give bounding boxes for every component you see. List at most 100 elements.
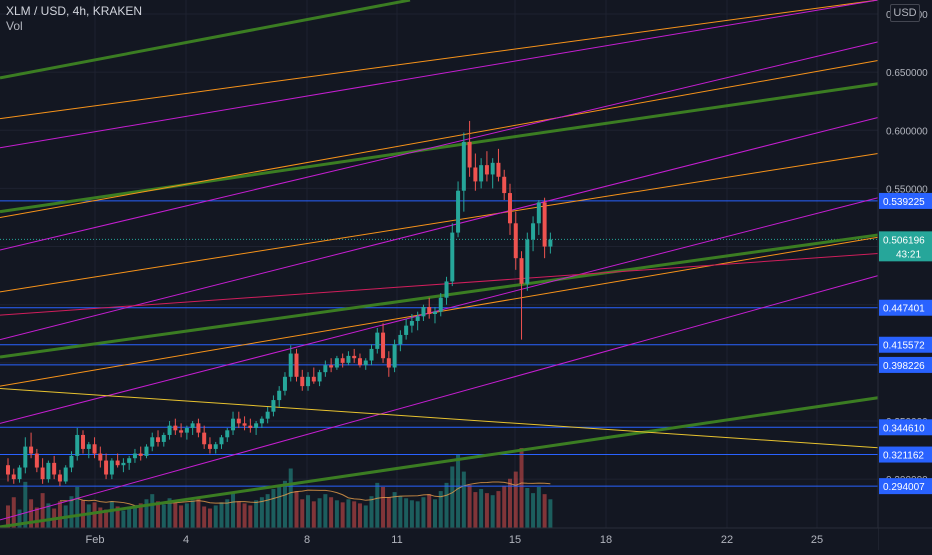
candle-body bbox=[311, 376, 316, 382]
candle-body bbox=[190, 423, 195, 428]
price-tick-label: 0.550000 bbox=[886, 184, 928, 195]
time-tick-label: 4 bbox=[183, 534, 189, 546]
current-price-tag bbox=[879, 231, 932, 262]
volume-bar bbox=[40, 493, 45, 528]
candle-body bbox=[254, 423, 259, 428]
volume-bar bbox=[277, 485, 282, 528]
candle-body bbox=[46, 462, 51, 480]
candle-body bbox=[196, 423, 201, 433]
volume-bar bbox=[334, 500, 339, 528]
candle-body bbox=[121, 462, 126, 466]
volume-bar bbox=[231, 492, 236, 528]
volume-bar bbox=[438, 491, 443, 528]
candle-body bbox=[306, 376, 311, 387]
volume-bar bbox=[306, 495, 311, 528]
volume-bar bbox=[69, 496, 74, 528]
candle-body bbox=[242, 423, 247, 426]
countdown-label: 43:21 bbox=[896, 249, 921, 260]
volume-bar bbox=[98, 507, 103, 528]
volume-bar bbox=[352, 501, 357, 528]
candle-body bbox=[115, 460, 120, 466]
price-level-tag-label: 0.321162 bbox=[883, 451, 924, 462]
price-axis: 0.7000000.6500000.6000000.5500000.500000… bbox=[877, 0, 932, 550]
candle-body bbox=[213, 444, 218, 449]
candle-body bbox=[57, 474, 62, 482]
volume-bar bbox=[496, 491, 501, 528]
volume-bar bbox=[381, 486, 386, 528]
candle-body bbox=[259, 418, 264, 424]
candle-body bbox=[11, 474, 16, 480]
candle-body bbox=[386, 358, 391, 368]
candle-body bbox=[381, 332, 386, 359]
volume-bar bbox=[184, 503, 189, 528]
candle-body bbox=[300, 376, 305, 387]
volume-bar bbox=[75, 486, 80, 528]
volume-bar bbox=[196, 497, 201, 528]
magenta-trendline bbox=[0, 41, 879, 251]
orange-trendline bbox=[0, 0, 879, 120]
volume-bar bbox=[248, 505, 253, 528]
volume-bar bbox=[259, 497, 264, 528]
candle-body bbox=[127, 458, 132, 463]
candle-body bbox=[150, 437, 155, 447]
chart-legend: XLM / USD, 4h, KRAKEN Vol bbox=[6, 4, 142, 34]
volume-bar bbox=[542, 494, 547, 528]
volume-bar bbox=[161, 504, 166, 528]
time-tick-label: Feb bbox=[86, 534, 105, 546]
green-trendline bbox=[0, 82, 879, 214]
candle-body bbox=[467, 141, 472, 168]
candle-body bbox=[184, 427, 189, 433]
candle-body bbox=[92, 444, 97, 454]
candle-body bbox=[248, 425, 253, 428]
candle-body bbox=[369, 348, 374, 361]
volume-bar bbox=[202, 506, 207, 528]
volume-bar bbox=[294, 491, 299, 528]
symbol-title: XLM / USD, 4h, KRAKEN bbox=[6, 4, 143, 18]
candle-body bbox=[375, 332, 380, 349]
volume-bar bbox=[519, 448, 524, 528]
candle-body bbox=[236, 418, 241, 424]
volume-bar bbox=[179, 505, 184, 528]
volume-bar bbox=[525, 488, 530, 528]
volume-bar bbox=[323, 494, 328, 528]
volume-bar bbox=[104, 509, 109, 528]
candle-body bbox=[415, 316, 420, 321]
volume-bar bbox=[340, 502, 345, 528]
volume-bar bbox=[236, 501, 241, 528]
volume-bar bbox=[444, 482, 449, 528]
volume-bar bbox=[484, 493, 489, 528]
volume-bar bbox=[86, 504, 91, 528]
currency-button[interactable]: USD bbox=[890, 4, 920, 22]
volume-bar bbox=[127, 508, 132, 528]
volume-bar bbox=[409, 500, 414, 528]
candles bbox=[6, 120, 553, 487]
candle-body bbox=[496, 162, 501, 177]
price-level-tag bbox=[879, 419, 932, 436]
green-trendline bbox=[0, 0, 411, 80]
candle-body bbox=[409, 320, 414, 326]
candle-body bbox=[207, 444, 212, 449]
candle-body bbox=[23, 446, 28, 468]
candle-body bbox=[277, 390, 282, 401]
volume-bar bbox=[288, 468, 293, 528]
volume-bar bbox=[467, 484, 472, 528]
volume-bar bbox=[375, 482, 380, 528]
candle-body bbox=[63, 467, 68, 482]
price-tags: 0.539225 0.447401 0.415572 0.398226 0.344610… bbox=[879, 192, 932, 495]
price-level-tag bbox=[879, 299, 932, 316]
price-tick-label: 0.600000 bbox=[886, 126, 928, 137]
candle-body bbox=[479, 165, 484, 182]
trendlines bbox=[0, 0, 879, 529]
candle-body bbox=[202, 432, 207, 445]
candle-body bbox=[40, 467, 45, 480]
volume-bar bbox=[531, 493, 536, 528]
candle-body bbox=[536, 202, 541, 224]
candle-body bbox=[231, 418, 236, 431]
volume-bar bbox=[29, 499, 34, 528]
volume-bar bbox=[369, 496, 374, 528]
volume-bar bbox=[363, 505, 368, 528]
candle-body bbox=[98, 453, 103, 461]
candle-body bbox=[271, 400, 276, 412]
